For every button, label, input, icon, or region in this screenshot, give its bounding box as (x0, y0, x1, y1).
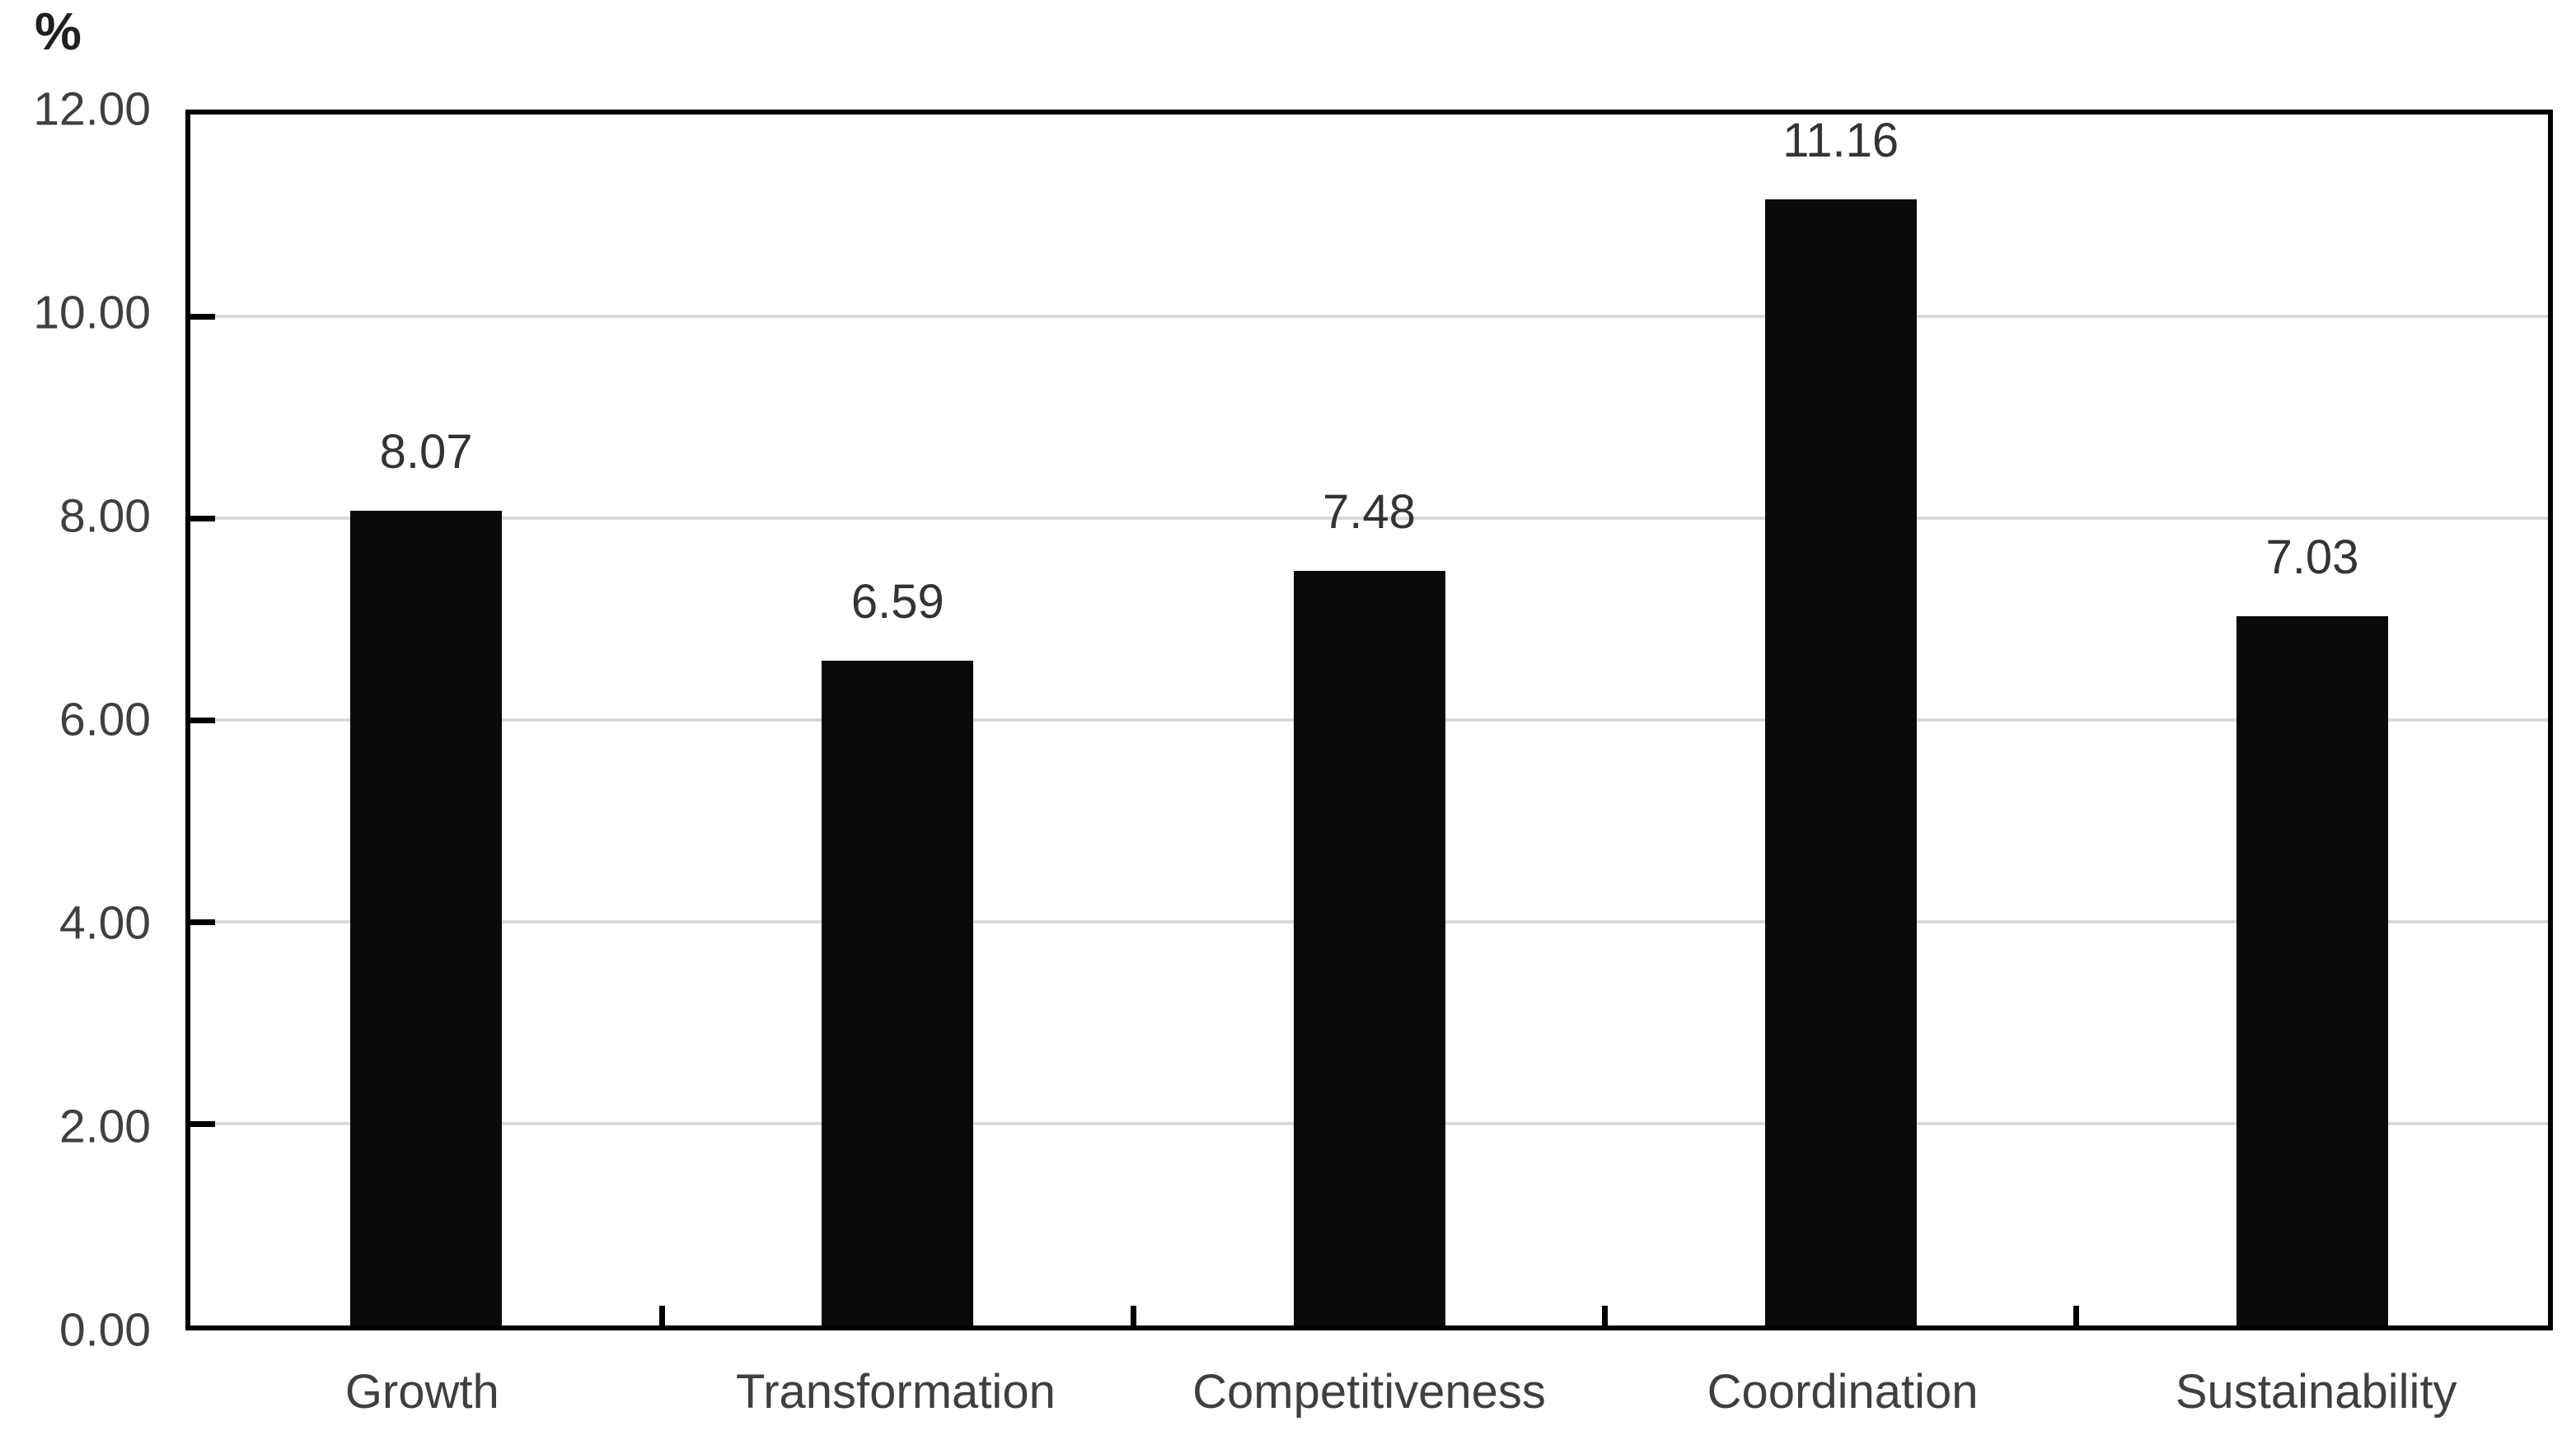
x-tick-mark (2073, 1306, 2080, 1325)
y-tick-mark (190, 313, 215, 320)
bar (350, 511, 503, 1325)
y-tick-label: 6.00 (59, 693, 151, 746)
bar-value-label: 7.48 (1323, 484, 1416, 539)
y-tick-label: 8.00 (59, 489, 151, 543)
y-axis-title: % (35, 2, 82, 61)
bar-value-label: 11.16 (1782, 113, 1899, 167)
y-tick-mark (190, 515, 215, 521)
bar-value-label: 7.03 (2265, 530, 2359, 584)
x-axis-category-labels: Growth Transformation Competitiveness Coord… (185, 1368, 2553, 1426)
x-category-label: Competitiveness (1192, 1365, 1546, 1419)
bar (1764, 199, 1917, 1325)
bar (2236, 615, 2388, 1325)
x-tick-mark (658, 1306, 665, 1325)
plot-area: 8.07 6.59 7.48 11.16 7.03 (185, 110, 2553, 1330)
y-tick-label: 0.00 (59, 1303, 151, 1357)
bar-value-label: 6.59 (850, 574, 944, 629)
x-category-label: Sustainability (2175, 1365, 2457, 1419)
x-category-label: Coordination (1707, 1365, 1979, 1419)
y-tick-mark (190, 717, 215, 723)
y-axis-tick-labels: 0.00 2.00 4.00 6.00 8.00 10.00 12.00 (0, 86, 151, 1354)
gridline (190, 517, 2548, 521)
x-category-label: Growth (344, 1365, 499, 1419)
y-tick-label: 10.00 (33, 286, 151, 339)
bar (1293, 570, 1445, 1325)
y-tick-label: 2.00 (59, 1100, 151, 1153)
gridline (190, 315, 2548, 318)
y-tick-mark (190, 1120, 215, 1127)
y-tick-label: 12.00 (33, 82, 151, 136)
x-tick-mark (1602, 1306, 1609, 1325)
x-category-label: Transformation (735, 1365, 1056, 1419)
bar-value-label: 8.07 (379, 425, 473, 479)
y-tick-mark (190, 919, 215, 925)
bar (822, 660, 974, 1325)
x-tick-mark (1130, 1306, 1136, 1325)
y-tick-label: 4.00 (59, 896, 151, 950)
